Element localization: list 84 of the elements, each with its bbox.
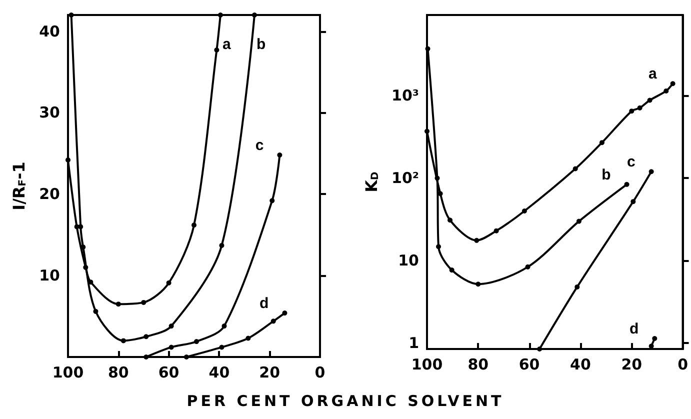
point [168,344,174,350]
point [116,302,121,307]
point [141,300,146,305]
point [277,152,282,158]
point [448,218,453,223]
point [282,310,288,316]
y-tick-label: 10 [398,252,419,270]
series-label: d [629,320,639,338]
point [78,224,84,230]
y-axis-title: KD [362,172,382,192]
point [449,268,454,273]
y-tick-label: 10² [392,169,419,188]
x-tick-label: 100 [52,364,84,382]
point [576,218,582,224]
series-label: d [260,295,269,312]
point [624,182,630,187]
point [476,282,481,287]
point [494,228,499,234]
point [83,264,88,270]
point [599,140,604,146]
y-tick-label: 20 [39,185,60,204]
y-tick-label: 30 [39,104,60,122]
series-label: b [256,36,266,53]
point [168,324,174,329]
point [648,169,654,174]
point [629,108,634,114]
point [434,176,440,181]
series-label: a [648,66,658,83]
point [522,208,527,214]
point [425,46,430,52]
x-tick-label: 0 [678,356,688,374]
point [652,336,658,341]
x-tick-label: 60 [158,364,180,382]
point [246,336,251,341]
point [219,344,224,350]
point [670,81,676,86]
point [525,264,530,270]
y-tick-label: 40 [39,22,60,40]
point [222,324,227,329]
point [574,284,580,290]
x-axis-title: PER CENT ORGANIC SOLVENT [186,392,506,410]
point [166,280,172,286]
point [68,12,74,18]
point [630,199,636,204]
series-label: a [222,36,232,53]
point [66,157,70,162]
point [270,318,276,324]
x-tick-label: 60 [518,356,540,374]
y-tick-label: 10³ [392,86,419,105]
point [93,308,98,314]
series-label: b [602,166,611,184]
point [252,12,257,18]
point [537,346,542,352]
series-label: c [255,137,264,154]
point [192,222,196,228]
point [436,244,442,250]
point [144,354,149,360]
x-tick-label: 20 [259,364,280,382]
point [219,242,224,248]
x-tick-label: 80 [468,356,489,374]
y-tick-label: 1 [408,334,419,352]
x-tick-label: 80 [108,364,129,382]
point [120,338,126,344]
x-tick-label: 20 [621,356,642,374]
point [572,166,578,172]
x-tick-label: 40 [208,364,230,382]
point [637,105,642,110]
point [184,354,189,360]
point [474,238,480,243]
point [214,48,220,53]
y-axis-title: I/RF-1 [10,162,29,210]
series-label: c [626,154,636,171]
point [218,12,223,18]
point [647,98,652,103]
y-tick-label: 10 [39,266,60,285]
point [80,244,86,250]
x-tick-label: 0 [314,364,326,382]
point [144,334,149,340]
x-tick-label: 100 [411,356,443,374]
point [194,339,200,344]
x-tick-label: 40 [570,356,591,374]
point [664,88,669,94]
point [424,128,430,134]
point [270,198,275,204]
